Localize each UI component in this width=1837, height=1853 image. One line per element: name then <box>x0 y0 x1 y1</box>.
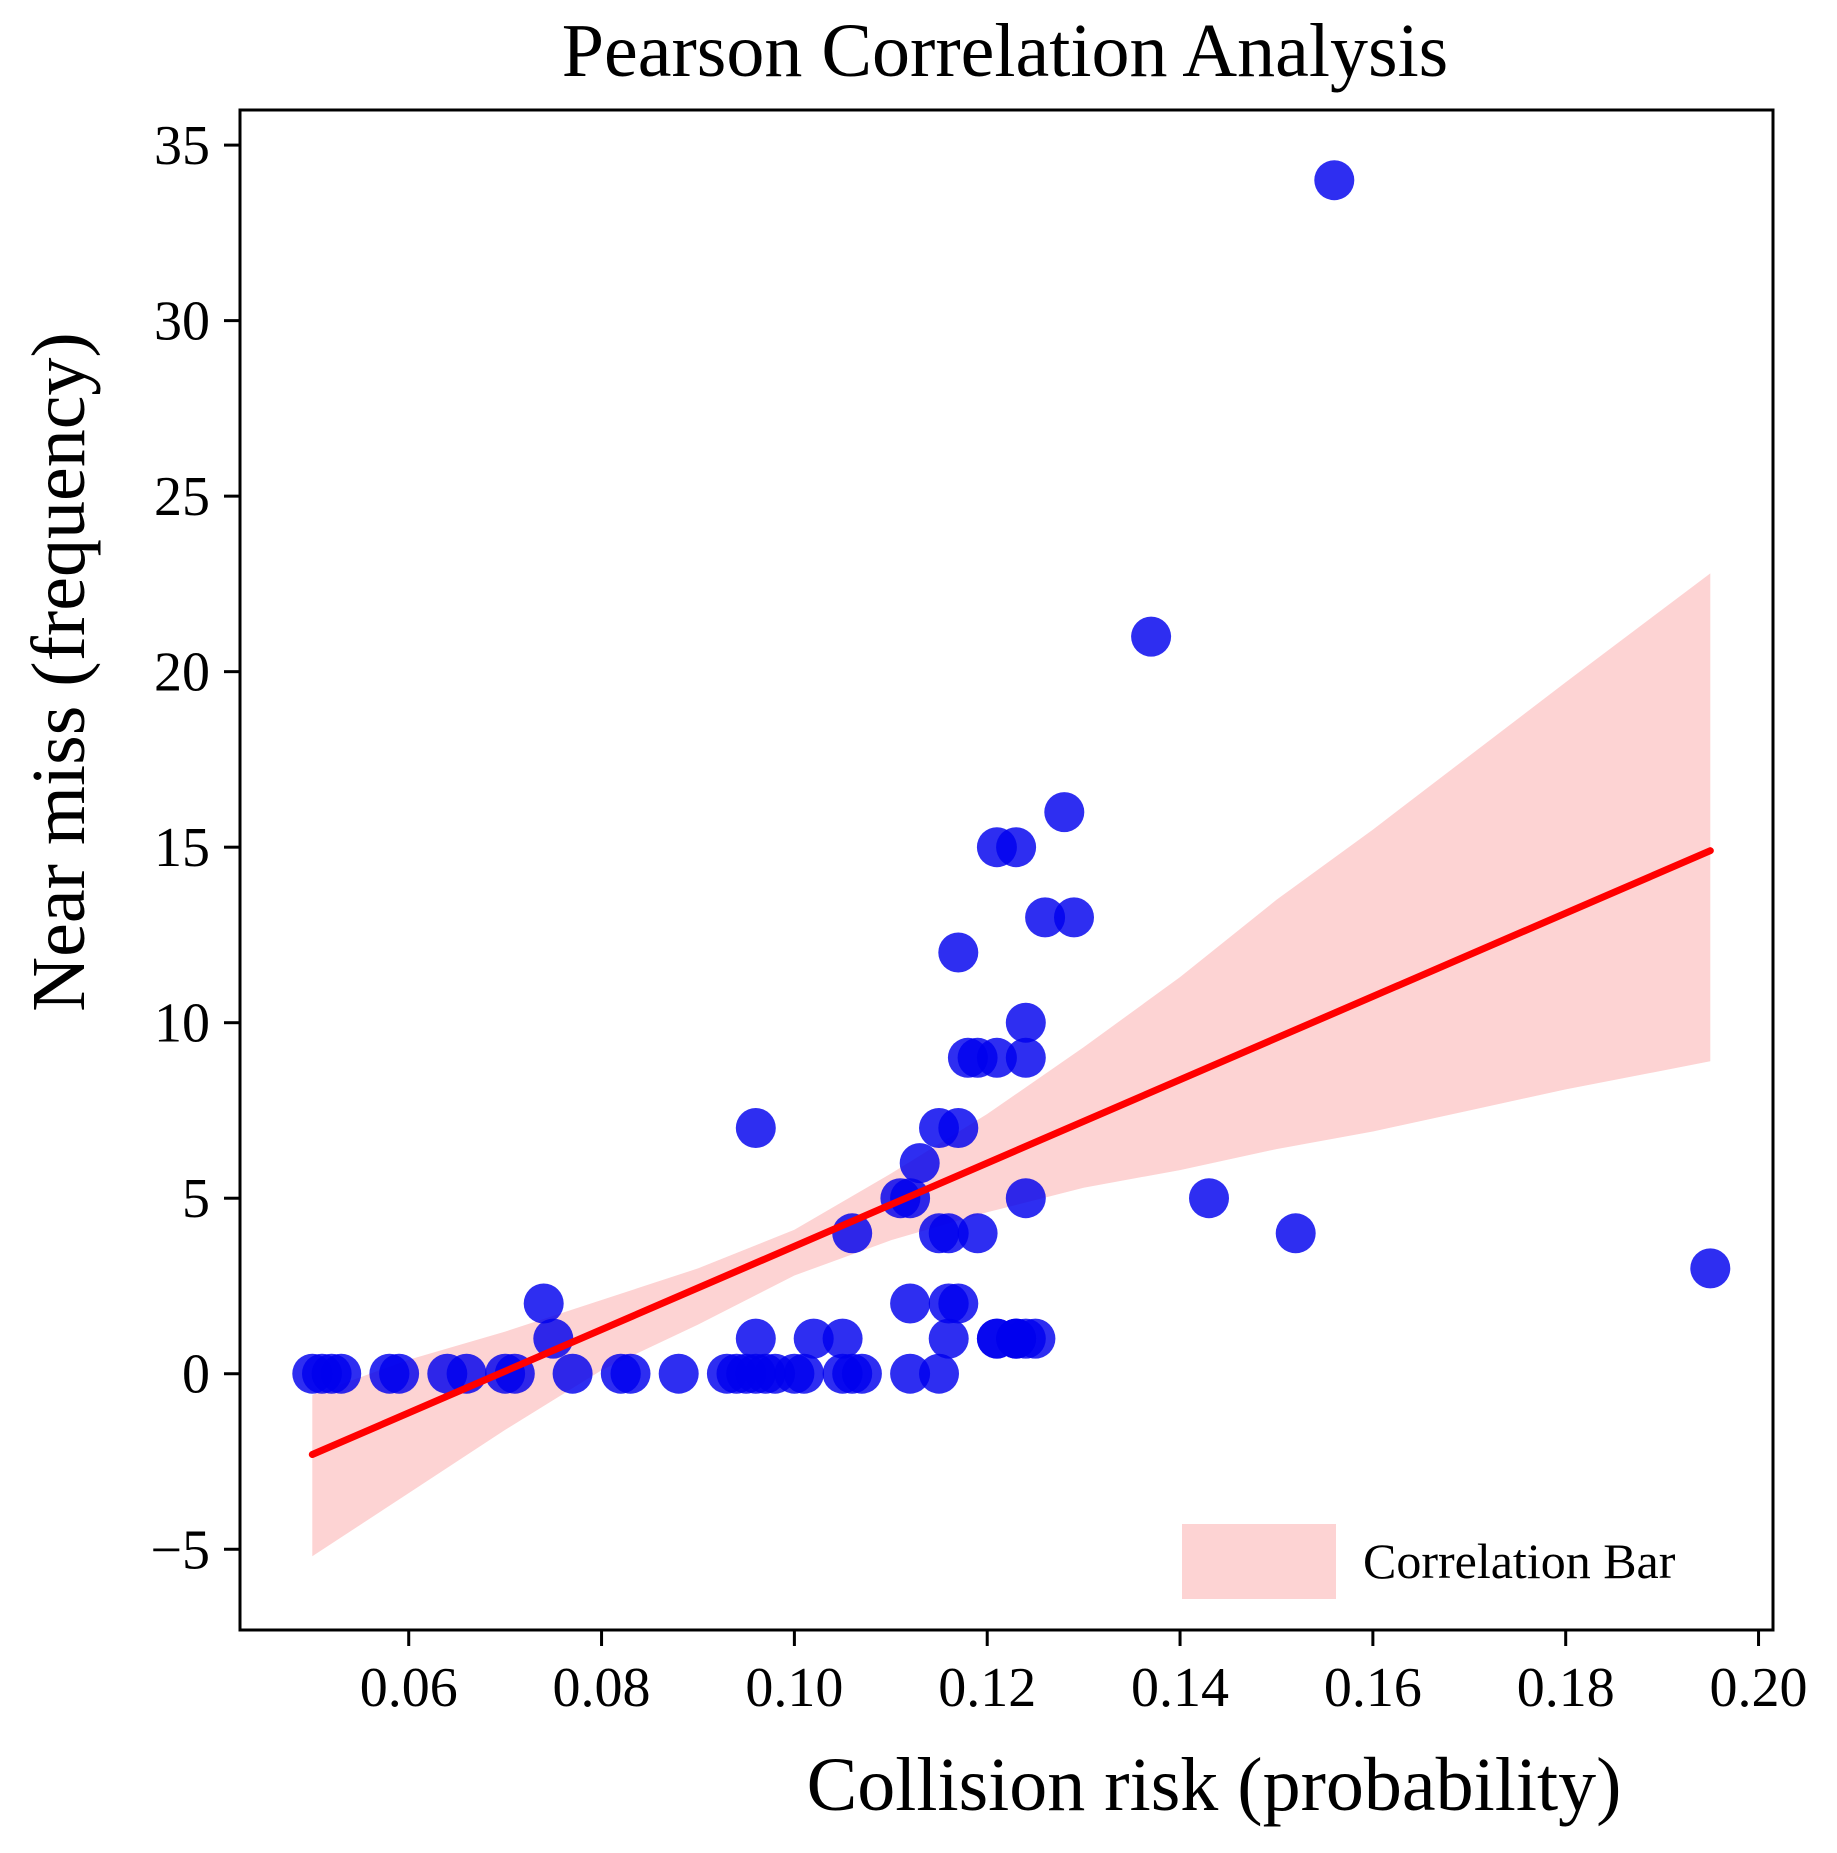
data-point <box>919 1108 959 1148</box>
y-tick-label: 30 <box>154 291 210 353</box>
x-tick-label: 0.20 <box>1710 1657 1808 1719</box>
data-point <box>784 1353 824 1394</box>
data-point <box>552 1353 593 1394</box>
data-point <box>1054 897 1094 938</box>
x-tick-label: 0.06 <box>360 1657 458 1719</box>
data-point <box>976 1318 1017 1359</box>
data-point <box>822 1318 863 1359</box>
data-point <box>1025 897 1066 938</box>
x-tick-label: 0.08 <box>553 1657 651 1719</box>
data-point <box>919 1353 959 1394</box>
data-point <box>321 1353 362 1394</box>
data-point <box>1005 1178 1046 1219</box>
data-point <box>1044 792 1085 833</box>
legend-swatch-correlation-bar <box>1182 1524 1336 1599</box>
data-point <box>976 1037 1017 1078</box>
y-tick-label: 5 <box>182 1168 210 1230</box>
x-tick-label: 0.16 <box>1324 1657 1422 1719</box>
confidence-band-layer <box>312 573 1711 1557</box>
x-tick-label: 0.14 <box>1131 1657 1229 1719</box>
y-tick-label: 10 <box>154 993 210 1055</box>
legend: Correlation Bar <box>1182 1524 1676 1599</box>
chart-title: Pearson Correlation Analysis <box>562 9 1449 93</box>
y-tick-label: 35 <box>154 115 210 177</box>
regression-line-layer <box>308 847 1714 1458</box>
data-point <box>735 1108 776 1148</box>
data-point <box>735 1318 776 1359</box>
data-point <box>938 932 979 973</box>
data-point <box>890 1283 931 1324</box>
x-tick-label: 0.18 <box>1517 1657 1615 1719</box>
x-axis: 0.06 0.08 0.10 0.12 0.14 0.16 0.18 0.20 <box>360 1630 1808 1719</box>
regression-line <box>308 847 1714 1458</box>
x-tick-label: 0.10 <box>745 1657 843 1719</box>
data-point <box>610 1353 651 1394</box>
y-axis: −5 0 5 10 15 20 25 30 35 <box>150 115 240 1581</box>
y-tick-label: 15 <box>154 817 210 879</box>
data-point <box>1314 160 1355 201</box>
data-point <box>1131 616 1172 657</box>
data-point <box>928 1283 969 1324</box>
x-axis-label: Collision risk (probability) <box>807 1743 1622 1827</box>
legend-label-correlation-bar: Correlation Bar <box>1363 1533 1676 1589</box>
data-point <box>1189 1178 1229 1219</box>
data-point <box>996 827 1037 868</box>
data-point <box>379 1353 420 1394</box>
y-tick-label: 20 <box>154 642 210 704</box>
data-point <box>928 1213 969 1254</box>
data-point <box>928 1318 969 1359</box>
data-point <box>1275 1213 1316 1254</box>
data-point <box>957 1213 998 1254</box>
data-points-layer <box>292 160 1731 1394</box>
y-tick-label: 25 <box>154 466 210 528</box>
data-point <box>899 1143 940 1184</box>
data-point <box>523 1283 564 1324</box>
y-axis-label: Near miss (frequency) <box>17 332 101 1011</box>
data-point <box>1690 1248 1731 1289</box>
data-point <box>1005 1037 1046 1078</box>
plot-frame <box>238 108 1775 1632</box>
confidence-band <box>312 573 1711 1557</box>
data-point <box>793 1318 834 1359</box>
data-point <box>841 1353 882 1394</box>
x-tick-label: 0.12 <box>938 1657 1036 1719</box>
y-tick-label: −5 <box>150 1519 210 1581</box>
data-point <box>658 1353 699 1394</box>
data-point <box>1005 1002 1046 1043</box>
y-tick-label: 0 <box>182 1344 210 1406</box>
data-point <box>890 1353 931 1394</box>
